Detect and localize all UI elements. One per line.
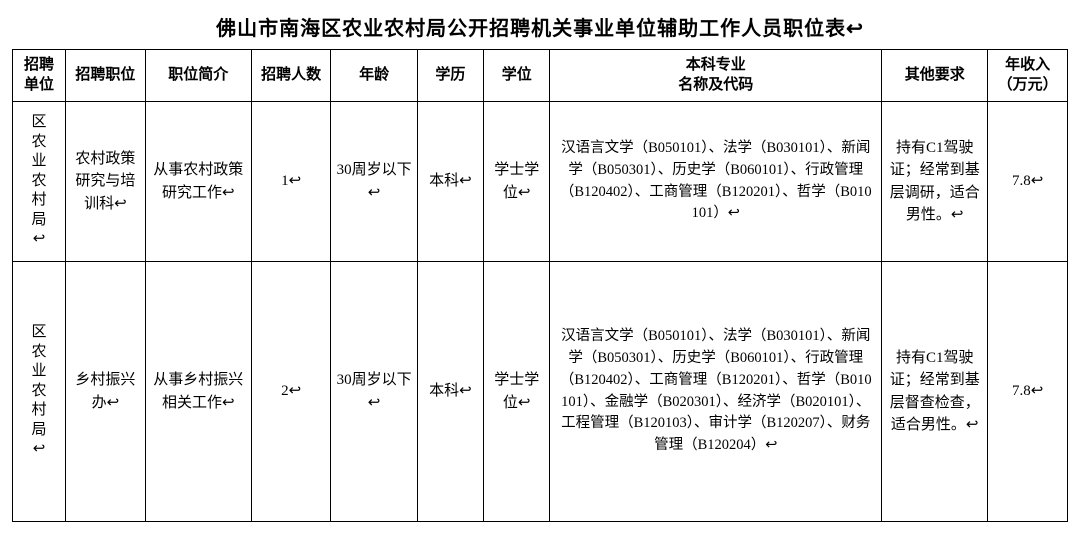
cell-degree: 学士学位↩ bbox=[484, 102, 550, 262]
cell-desc: 从事乡村振兴相关工作↩ bbox=[145, 262, 251, 522]
cell-salary: 7.8↩ bbox=[988, 102, 1068, 262]
cell-education: 本科↩ bbox=[417, 262, 483, 522]
th-major: 本科专业 名称及代码 bbox=[550, 50, 882, 102]
cell-position: 乡村振兴办↩ bbox=[66, 262, 146, 522]
th-age: 年龄 bbox=[331, 50, 417, 102]
th-degree: 学位 bbox=[484, 50, 550, 102]
cell-other: 持有C1驾驶证；经常到基层调研，适合男性。↩ bbox=[882, 102, 988, 262]
th-salary: 年收入 （万元） bbox=[988, 50, 1068, 102]
cell-desc: 从事农村政策研究工作↩ bbox=[145, 102, 251, 262]
th-unit: 招聘单位 bbox=[13, 50, 66, 102]
cell-count: 2↩ bbox=[251, 262, 331, 522]
cell-age: 30周岁以下↩ bbox=[331, 102, 417, 262]
th-position: 招聘职位 bbox=[66, 50, 146, 102]
cell-education: 本科↩ bbox=[417, 102, 483, 262]
table-header-row: 招聘单位 招聘职位 职位简介 招聘人数 年龄 学历 学位 本科专业 名称及代码 … bbox=[13, 50, 1068, 102]
cell-other: 持有C1驾驶证；经常到基层督查检查，适合男性。↩ bbox=[882, 262, 988, 522]
page-title: 佛山市南海区农业农村局公开招聘机关事业单位辅助工作人员职位表↩ bbox=[12, 12, 1068, 41]
cell-unit: 区农业农村局↩ bbox=[13, 102, 66, 262]
table-row: 区农业农村局↩ 农村政策研究与培训科↩ 从事农村政策研究工作↩ 1↩ 30周岁以… bbox=[13, 102, 1068, 262]
cell-major: 汉语言文学（B050101）、法学（B030101）、新闻学（B050301）、… bbox=[550, 262, 882, 522]
cell-position: 农村政策研究与培训科↩ bbox=[66, 102, 146, 262]
cell-salary: 7.8↩ bbox=[988, 262, 1068, 522]
cell-count: 1↩ bbox=[251, 102, 331, 262]
th-desc: 职位简介 bbox=[145, 50, 251, 102]
cell-degree: 学士学位↩ bbox=[484, 262, 550, 522]
th-other: 其他要求 bbox=[882, 50, 988, 102]
cell-age: 30周岁以下↩ bbox=[331, 262, 417, 522]
cell-major: 汉语言文学（B050101）、法学（B030101）、新闻学（B050301）、… bbox=[550, 102, 882, 262]
table-row: 区农业农村局↩ 乡村振兴办↩ 从事乡村振兴相关工作↩ 2↩ 30周岁以下↩ 本科… bbox=[13, 262, 1068, 522]
positions-table: 招聘单位 招聘职位 职位简介 招聘人数 年龄 学历 学位 本科专业 名称及代码 … bbox=[12, 49, 1068, 522]
th-education: 学历 bbox=[417, 50, 483, 102]
cell-unit: 区农业农村局↩ bbox=[13, 262, 66, 522]
th-count: 招聘人数 bbox=[251, 50, 331, 102]
